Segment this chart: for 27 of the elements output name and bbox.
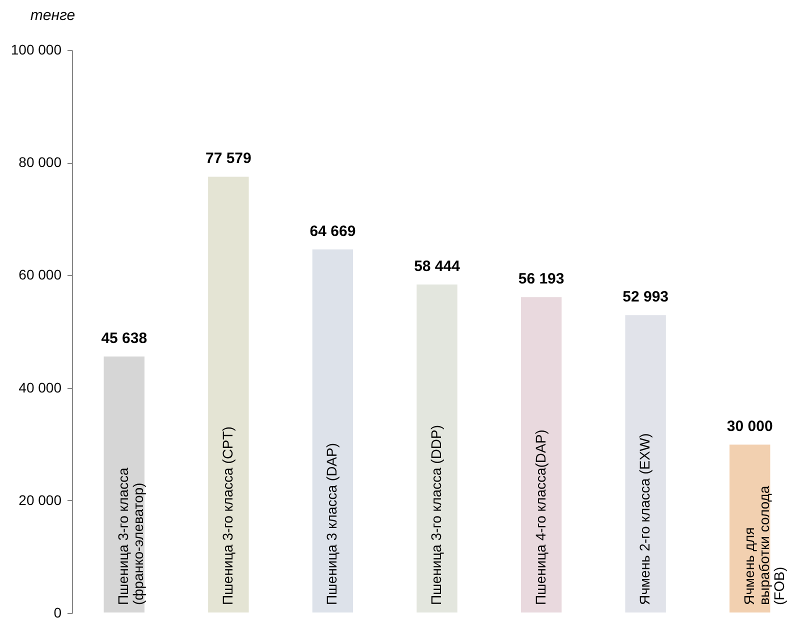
- data-label: 45 638: [101, 330, 148, 348]
- data-label: 64 669: [310, 222, 356, 240]
- bar: [207, 176, 250, 614]
- bar: [102, 356, 146, 614]
- data-label: 58 444: [414, 258, 461, 275]
- x-tick-label: Ячмень 2-го класса (EXW): [636, 433, 653, 605]
- data-label: 52 993: [622, 288, 669, 306]
- y-axis-title: тенге: [30, 7, 76, 24]
- x-tick-label: Ячмень для выработки солода (FOB): [740, 486, 787, 605]
- x-tick-label: Пшеница 3-го класса (DDP): [428, 424, 444, 605]
- data-label: 77 579: [205, 150, 252, 168]
- x-tick-label: Пшеница 3-го класса (CPT): [219, 426, 236, 605]
- data-label: 56 193: [518, 270, 564, 288]
- y-tick-label: 60 000: [18, 266, 62, 283]
- y-tick-label: 100 000: [10, 42, 62, 58]
- x-tick-label: Пшеница 4-го класса(DAP): [532, 430, 548, 605]
- bar: [624, 314, 667, 614]
- x-tick-label: Пшеница 3-го класса (франко-элеватор): [115, 468, 146, 605]
- y-tick-label: 0: [54, 604, 62, 620]
- y-tick-label: 40 000: [18, 379, 62, 396]
- y-tick-label: 20 000: [18, 492, 62, 508]
- y-tick-label: 80 000: [18, 154, 62, 170]
- bar: [416, 283, 458, 614]
- data-label: 30 000: [726, 418, 773, 436]
- x-tick-label: Пшеница 3 класса (DAP): [324, 442, 340, 605]
- bar: [311, 248, 354, 614]
- bar: [520, 296, 563, 614]
